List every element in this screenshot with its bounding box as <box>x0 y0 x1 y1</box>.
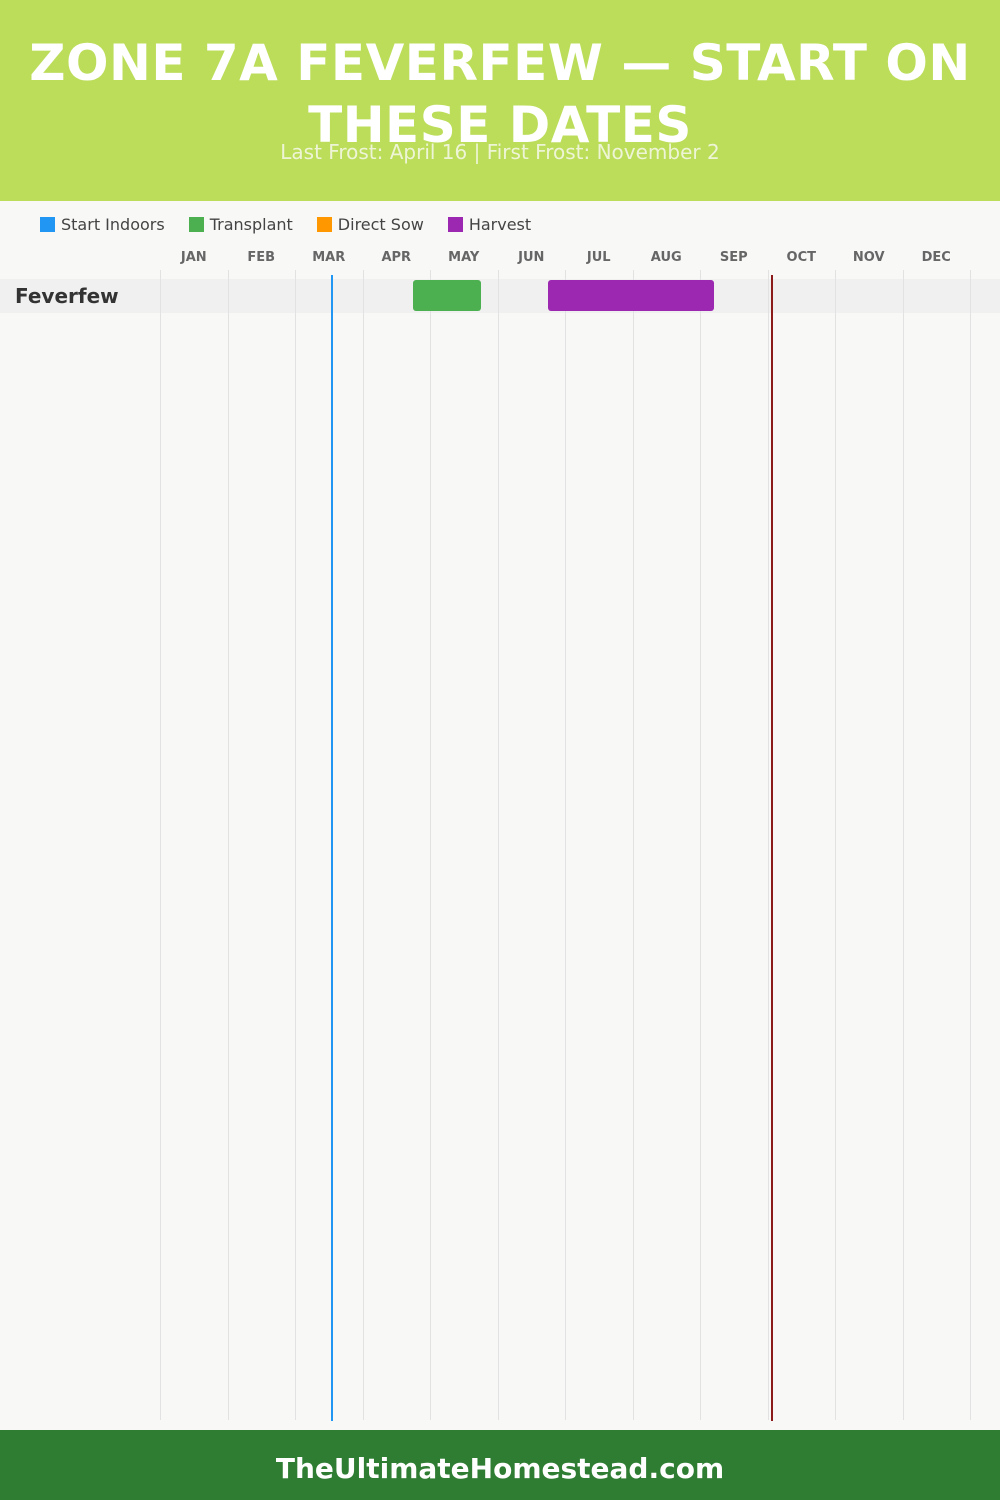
month-gridline <box>228 270 229 1420</box>
month-gridline <box>430 270 431 1420</box>
legend-label: Start Indoors <box>61 215 165 234</box>
month-label-mar: MAR <box>312 250 346 265</box>
month-label-jan: JAN <box>180 250 207 265</box>
month-gridline <box>633 270 634 1420</box>
legend-item-harvest: Harvest <box>447 215 532 234</box>
month-label-feb: FEB <box>247 250 276 265</box>
month-label-aug: AUG <box>650 250 682 265</box>
legend-label: Harvest <box>468 215 532 234</box>
month-label-nov: NOV <box>852 250 885 265</box>
month-label-sep: SEP <box>719 250 748 265</box>
month-label-dec: DEC <box>921 250 951 265</box>
transplant-bar <box>413 280 481 311</box>
first-frost-line <box>770 275 773 1421</box>
legend-item-direct-sow: Direct Sow <box>316 215 424 234</box>
month-gridline <box>565 270 566 1420</box>
legend-item-start-indoors: Start Indoors <box>40 215 165 234</box>
crop-name-label: Feverfew <box>15 284 119 308</box>
footer-banner <box>0 1430 1000 1500</box>
month-gridline <box>160 270 161 1420</box>
month-gridline <box>903 270 904 1420</box>
month-gridline <box>835 270 836 1420</box>
legend-label: Direct Sow <box>337 215 424 234</box>
legend-swatch <box>316 217 332 232</box>
month-gridline <box>295 270 296 1420</box>
month-gridline <box>498 270 499 1420</box>
header-banner: ZONE 7A FEVERFEW — START ON THESE DATES … <box>0 0 1000 201</box>
month-gridline <box>700 270 701 1420</box>
month-gridline <box>768 270 769 1420</box>
month-label-jul: JUL <box>586 250 611 265</box>
frost-dates-subtitle: Last Frost: April 16 | First Frost: Nove… <box>280 140 720 164</box>
month-label-may: MAY <box>448 250 480 265</box>
legend-swatch <box>188 217 204 232</box>
month-gridline <box>970 270 971 1420</box>
last-frost-line <box>330 275 333 1421</box>
footer-site-text: TheUltimateHomestead.com <box>275 1452 725 1485</box>
chart-legend: Start Indoors Transplant Direct Sow Harv… <box>40 215 555 234</box>
month-label-oct: OCT <box>786 250 816 265</box>
page-title: ZONE 7A FEVERFEW — START ON THESE DATES <box>29 34 971 154</box>
crop-row <box>0 279 1000 313</box>
legend-label: Transplant <box>209 215 293 234</box>
month-label-jun: JUN <box>518 250 545 265</box>
legend-swatch <box>447 217 463 232</box>
legend-item-transplant: Transplant <box>188 215 293 234</box>
harvest-bar <box>548 280 714 311</box>
month-gridline <box>363 270 364 1420</box>
month-label-apr: APR <box>381 250 412 265</box>
legend-swatch <box>40 217 55 232</box>
